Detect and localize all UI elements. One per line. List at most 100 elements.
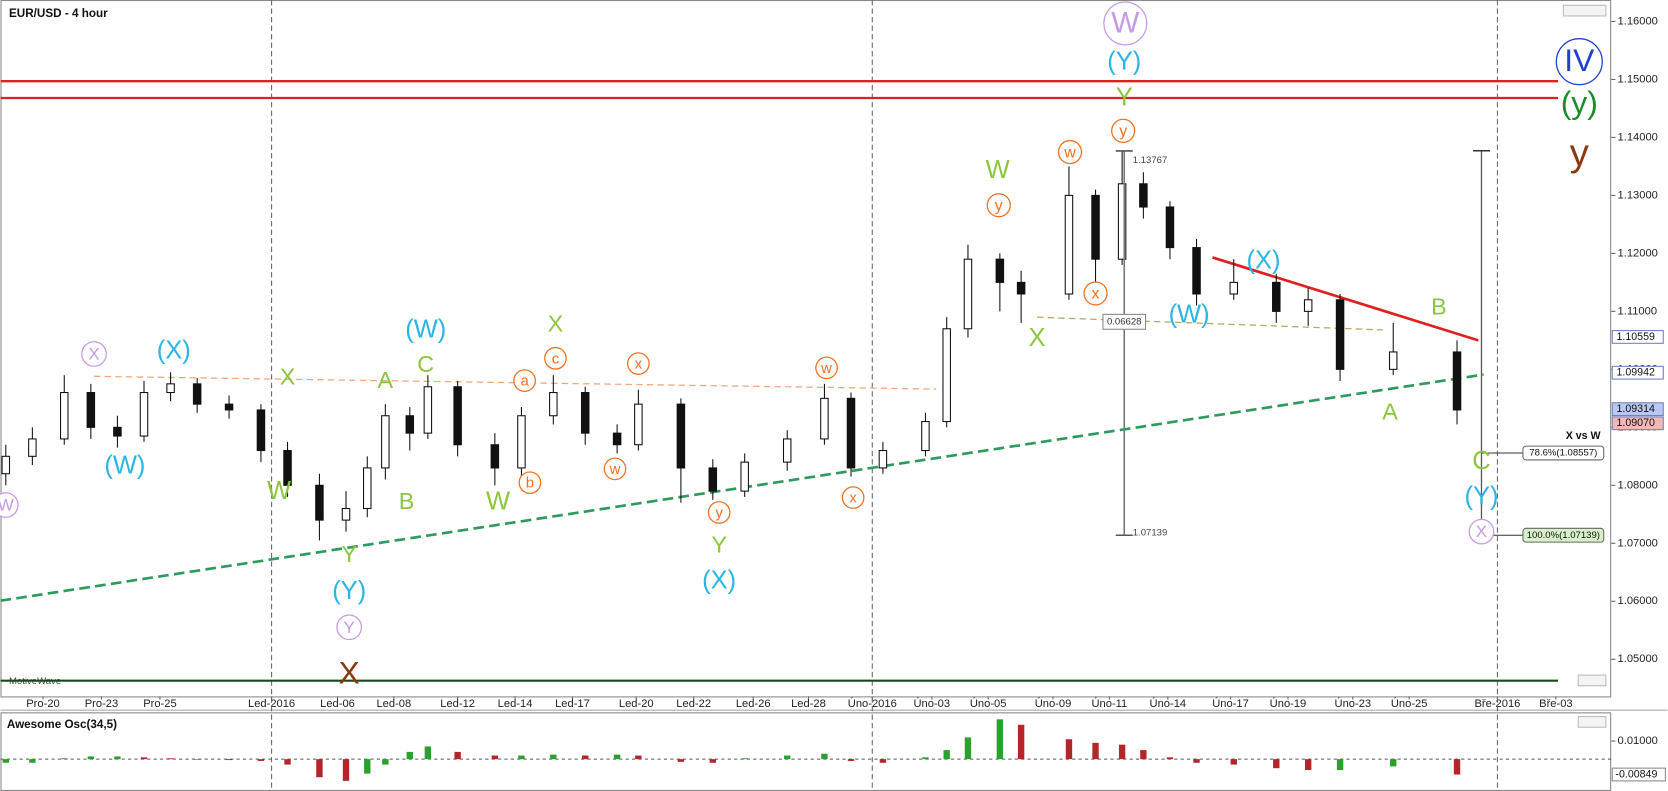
candle-body (995, 258, 1005, 283)
osc-title: Awesome Osc(34,5) (7, 718, 117, 731)
osc-bar (424, 746, 432, 760)
osc-bar (406, 751, 413, 760)
plot-frame (0, 0, 1612, 698)
x-tick-label: Úno-11 (1091, 697, 1127, 710)
osc-bar (1092, 742, 1099, 760)
x-tick-label: Led-22 (676, 698, 711, 710)
chart-title: EUR/USD - 4 hour (9, 7, 108, 20)
osc-bar (550, 754, 557, 760)
wave-label: x (849, 491, 857, 507)
x-tick-label: Úno-14 (1150, 697, 1187, 710)
osc-bar (1304, 759, 1312, 771)
candle-body (1272, 281, 1281, 312)
trend-line (1212, 256, 1479, 342)
wave-label: Y (341, 541, 357, 567)
x-tick-label: Bře-03 (1539, 698, 1573, 710)
wave-label: C (1472, 447, 1490, 475)
candle-body (423, 386, 433, 434)
projection-level-box (1522, 527, 1605, 543)
x-tick-label: Pro-20 (26, 698, 59, 710)
x-tick-label: Pro-23 (85, 698, 118, 710)
y-tick-label: 1.13000 (1618, 189, 1658, 201)
wave-circle (841, 486, 865, 509)
osc-bar (1140, 750, 1147, 760)
measure-range-box (1102, 313, 1147, 330)
osc-value-label: -0.00849 (1615, 768, 1657, 780)
candle-body (86, 392, 96, 428)
projection-level-label: 100.0%(1.07139) (1527, 530, 1600, 541)
y-tick-label: 1.06000 (1618, 595, 1658, 607)
wave-label: W (1111, 6, 1139, 39)
candle-body (782, 438, 792, 463)
osc-bar (582, 755, 589, 760)
osc-bar (784, 755, 791, 760)
osc-bar (847, 759, 855, 761)
osc-bar (1017, 724, 1025, 760)
osc-bar (1230, 759, 1237, 765)
osc-frame (0, 712, 1612, 791)
candle-body (405, 415, 415, 434)
wave-label: (X) (1247, 246, 1281, 274)
wave-circle (1057, 139, 1083, 165)
candle-body (846, 397, 856, 469)
candle-body (963, 258, 973, 330)
wave-label: b (526, 476, 534, 492)
osc-buttons[interactable] (1577, 716, 1607, 728)
candle-body (612, 432, 622, 446)
wave-circle (0, 492, 19, 518)
candle-body (921, 421, 930, 452)
wave-label: X (280, 364, 296, 390)
wave-circle (518, 471, 542, 495)
measure-high-label: 1.13767 (1133, 155, 1168, 166)
wave-label: X (339, 655, 360, 691)
y-tick-label: 1.16000 (1618, 15, 1658, 27)
x-tick-label: Pro-25 (143, 698, 177, 710)
osc-bar (635, 755, 642, 760)
price-tag (1611, 365, 1664, 380)
wave-label: W (267, 477, 291, 505)
wave-label: B (1431, 293, 1447, 319)
zoom-buttons[interactable] (1577, 674, 1607, 687)
wave-label: A (378, 367, 394, 393)
x-tick-label: Úno-09 (1035, 697, 1072, 710)
y-tick-label: 1.14000 (1618, 131, 1658, 143)
candle-body (942, 328, 951, 423)
wave-circle (1555, 38, 1603, 86)
candle-body (740, 461, 749, 492)
wave-label: c (552, 351, 560, 367)
x-tick-label: Led-2016 (248, 698, 295, 710)
candle-body (1452, 351, 1462, 411)
osc-bar (1273, 759, 1280, 769)
wave-label: W (986, 156, 1010, 184)
wave-label: IV (1564, 42, 1595, 78)
x-tick-label: Úno-03 (914, 697, 951, 710)
osc-bar (87, 756, 95, 760)
price-tag-label: 1.09942 (1616, 367, 1654, 379)
wave-label: Y (344, 618, 355, 637)
wave-label: W (486, 488, 510, 516)
wave-label: (X) (702, 566, 736, 594)
candle-body (315, 484, 324, 521)
wave-label: (Y) (332, 577, 366, 605)
toolbar[interactable] (1562, 4, 1607, 17)
x-tick-label: Úno-17 (1212, 697, 1249, 710)
osc-bar (1390, 759, 1397, 767)
candle-body (60, 392, 69, 440)
candle-body (1064, 194, 1074, 295)
x-tick-label: Led-20 (619, 698, 654, 710)
candle-body (28, 438, 37, 457)
x-tick-label: Led-26 (736, 698, 771, 710)
toolbar-icons[interactable] (1562, 4, 1607, 728)
candle-body (1192, 247, 1201, 295)
price-tag (1611, 330, 1664, 344)
osc-bar (2, 759, 9, 763)
osc-bar (225, 759, 233, 761)
osc-bar (140, 757, 148, 760)
y-tick-label: 1.08000 (1618, 479, 1658, 491)
wave-label: y (715, 505, 723, 521)
wave-circle (81, 341, 107, 367)
osc-bar (316, 759, 323, 778)
wave-label: y (995, 197, 1003, 214)
y-tick-label: 1.15000 (1618, 73, 1658, 85)
